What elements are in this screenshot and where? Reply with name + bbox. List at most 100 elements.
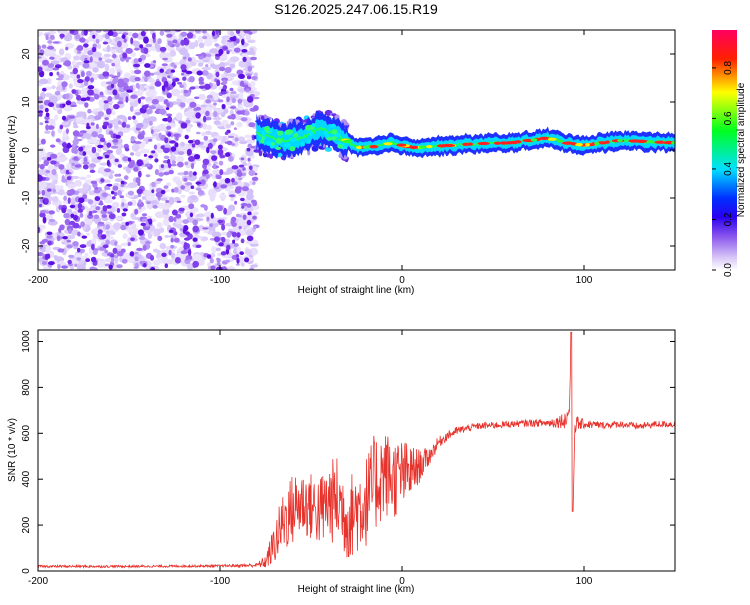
noise-speck xyxy=(201,66,212,71)
noise-blob xyxy=(238,164,245,168)
noise-speck xyxy=(180,31,188,37)
carrier-hotspot xyxy=(605,140,610,144)
noise-speck xyxy=(228,135,234,139)
noise-blob xyxy=(189,86,196,90)
noise-speck xyxy=(103,53,112,58)
noise-speck xyxy=(80,87,88,95)
onset-hotspot xyxy=(337,144,344,149)
noise-speck xyxy=(51,130,55,137)
noise-blob xyxy=(130,237,135,241)
noise-speck xyxy=(45,34,49,41)
noise-speck xyxy=(148,116,157,122)
noise-blob xyxy=(187,233,193,240)
noise-speck xyxy=(164,214,170,219)
noise-speck xyxy=(224,66,232,74)
carrier-hotspot xyxy=(396,143,407,147)
noise-speck xyxy=(247,39,256,44)
noise-speck xyxy=(134,47,140,51)
noise-speck xyxy=(206,94,213,99)
snr-y-label: SNR (10 * v/v) xyxy=(7,418,18,482)
noise-speck xyxy=(90,61,95,67)
noise-speck xyxy=(49,56,55,60)
carrier-hotspot xyxy=(629,139,638,143)
noise-blob xyxy=(39,112,43,117)
noise-speck xyxy=(168,197,175,205)
noise-speck xyxy=(64,218,71,225)
noise-speck xyxy=(143,76,148,82)
noise-blob xyxy=(101,234,107,240)
noise-speck xyxy=(68,197,78,204)
noise-speck xyxy=(114,178,124,183)
noise-speck xyxy=(212,138,218,143)
noise-blob xyxy=(108,264,113,270)
carrier-hotspot xyxy=(594,141,600,146)
noise-blob xyxy=(160,164,164,169)
noise-speck xyxy=(195,131,201,135)
onset-speck xyxy=(260,115,265,121)
noise-speck xyxy=(44,115,50,120)
carrier-hotspot xyxy=(575,143,583,147)
noise-speck xyxy=(114,255,119,258)
noise-blob xyxy=(222,84,228,90)
noise-blob xyxy=(211,155,218,161)
noise-speck xyxy=(154,265,160,270)
noise-speck xyxy=(110,206,116,213)
noise-speck xyxy=(179,48,188,56)
x-tick-label: 100 xyxy=(576,576,593,587)
noise-speck xyxy=(236,69,244,75)
noise-speck xyxy=(205,130,212,135)
noise-speck xyxy=(52,54,62,61)
noise-speck xyxy=(217,205,223,212)
noise-speck xyxy=(114,241,118,246)
noise-speck xyxy=(39,78,49,85)
y-tick-label: 200 xyxy=(21,516,32,533)
noise-blob xyxy=(226,50,230,55)
noise-blob xyxy=(182,76,187,81)
noise-speck xyxy=(183,89,189,94)
noise-blob xyxy=(89,169,96,173)
noise-speck xyxy=(217,261,221,267)
noise-speck xyxy=(79,176,87,180)
noise-speck xyxy=(63,33,73,42)
noise-speck xyxy=(244,249,253,256)
noise-speck xyxy=(54,91,61,96)
noise-speck xyxy=(57,248,65,253)
noise-speck xyxy=(197,62,204,67)
noise-blob xyxy=(246,147,251,152)
noise-speck xyxy=(209,48,218,55)
noise-speck xyxy=(38,180,48,189)
noise-speck xyxy=(189,101,197,108)
noise-speck xyxy=(159,30,165,36)
noise-blob xyxy=(195,181,202,185)
noise-speck xyxy=(234,200,238,205)
noise-speck xyxy=(156,74,162,79)
noise-speck xyxy=(180,194,186,198)
noise-speck xyxy=(216,258,221,263)
noise-blob xyxy=(141,104,149,110)
noise-speck xyxy=(114,244,122,249)
noise-blob xyxy=(111,196,116,200)
noise-blob xyxy=(224,131,229,135)
noise-speck xyxy=(202,35,208,40)
noise-speck xyxy=(65,93,70,99)
noise-speck xyxy=(77,231,81,237)
noise-speck xyxy=(141,213,148,217)
noise-speck xyxy=(131,143,140,152)
noise-speck xyxy=(206,53,212,57)
noise-speck xyxy=(42,59,49,66)
noise-blob xyxy=(144,63,151,68)
noise-speck xyxy=(158,132,162,139)
noise-blob xyxy=(114,158,119,163)
noise-speck xyxy=(60,156,68,162)
noise-speck xyxy=(48,63,55,68)
noise-speck xyxy=(252,181,256,185)
noise-speck xyxy=(246,203,252,208)
noise-blob xyxy=(211,30,216,37)
noise-speck xyxy=(106,196,112,201)
noise-speck xyxy=(61,81,68,88)
noise-blob xyxy=(204,83,211,90)
onset-hotspot xyxy=(301,141,305,147)
noise-speck xyxy=(167,75,171,79)
noise-speck xyxy=(134,141,142,144)
noise-blob xyxy=(193,154,201,160)
